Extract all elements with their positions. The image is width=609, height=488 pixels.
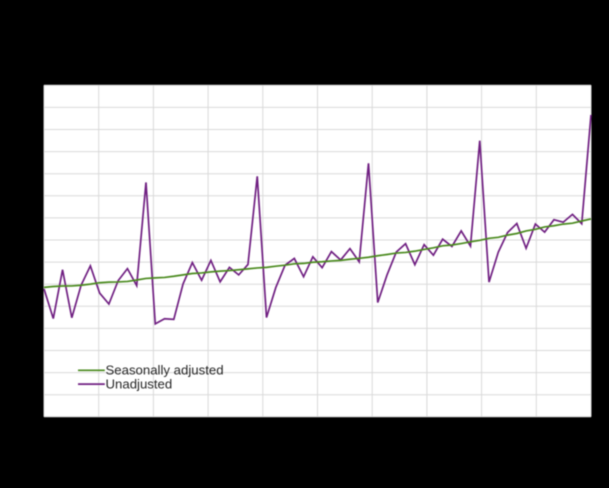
svg-text:Unadjusted: Unadjusted — [106, 376, 173, 391]
svg-text:Seasonally adjusted: Seasonally adjusted — [106, 363, 224, 378]
